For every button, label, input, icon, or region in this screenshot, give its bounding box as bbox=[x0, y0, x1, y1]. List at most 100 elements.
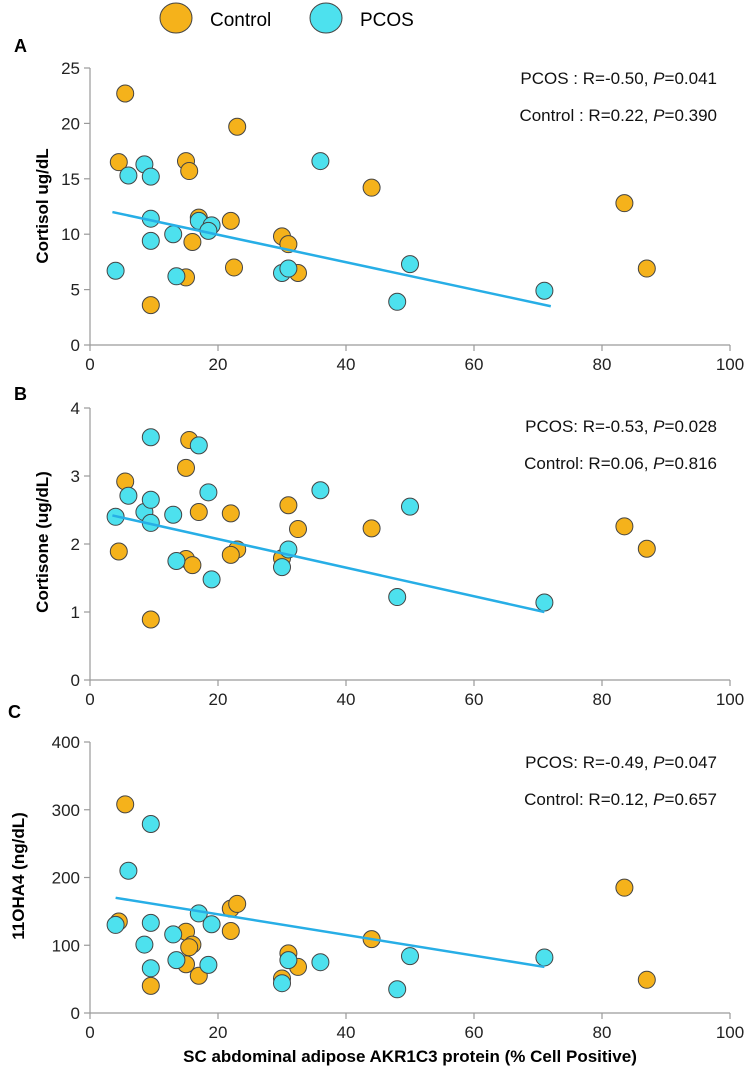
control-point bbox=[116, 795, 135, 814]
pcos-point bbox=[141, 490, 160, 509]
control-point bbox=[183, 556, 202, 575]
legend-label-control: Control bbox=[210, 10, 271, 31]
control-point bbox=[116, 84, 135, 103]
x-tick-label: 20 bbox=[209, 355, 228, 374]
pcos-point bbox=[164, 505, 183, 524]
pcos-point bbox=[273, 558, 291, 577]
x-tick-label: 0 bbox=[85, 690, 94, 709]
pcos-point bbox=[141, 231, 160, 250]
y-tick-label: 10 bbox=[61, 225, 80, 244]
control-point bbox=[189, 503, 208, 522]
legend: Control PCOS bbox=[159, 2, 414, 34]
pcos-point bbox=[141, 167, 160, 186]
panel-label: B bbox=[14, 384, 27, 404]
control-point bbox=[177, 458, 195, 477]
annotation-control: Control : R=0.22, P=0.390 bbox=[519, 106, 717, 125]
control-point bbox=[183, 232, 202, 251]
pcos-point bbox=[135, 935, 154, 954]
y-tick-label: 3 bbox=[71, 467, 80, 486]
control-point bbox=[362, 519, 381, 538]
x-axis-label: SC abdominal adipose AKR1C3 protein (% C… bbox=[183, 1047, 637, 1066]
x-tick-label: 40 bbox=[337, 690, 356, 709]
pcos-point bbox=[164, 225, 183, 244]
y-axis-label: 11OHA4 (ng/dL) bbox=[9, 812, 28, 940]
x-tick-label: 60 bbox=[465, 355, 484, 374]
y-tick-label: 200 bbox=[52, 869, 80, 888]
pcos-point bbox=[273, 974, 291, 993]
y-tick-label: 1 bbox=[71, 603, 80, 622]
pcos-point bbox=[311, 152, 330, 171]
legend-label-pcos: PCOS bbox=[360, 10, 414, 31]
control-point bbox=[180, 938, 199, 957]
pcos-point bbox=[199, 483, 218, 502]
pcos-point bbox=[167, 951, 186, 970]
x-tick-label: 40 bbox=[337, 1023, 356, 1042]
y-tick-label: 4 bbox=[71, 399, 80, 418]
control-point bbox=[637, 259, 656, 278]
x-tick-label: 100 bbox=[716, 1023, 744, 1042]
pcos-point bbox=[401, 947, 419, 966]
pcos-point bbox=[141, 814, 160, 833]
control-point bbox=[141, 610, 160, 629]
pcos-point bbox=[119, 486, 138, 505]
control-point bbox=[141, 976, 160, 995]
x-tick-label: 80 bbox=[593, 1023, 612, 1042]
pcos-point bbox=[401, 497, 419, 516]
control-point bbox=[221, 504, 240, 523]
legend-marker-pcos bbox=[309, 2, 343, 34]
control-point bbox=[637, 539, 656, 558]
pcos-point bbox=[164, 925, 183, 944]
pcos-point bbox=[202, 570, 221, 589]
control-point bbox=[615, 878, 634, 897]
control-point bbox=[221, 922, 240, 941]
panel-label: A bbox=[14, 36, 27, 56]
control-point bbox=[362, 178, 381, 197]
pcos-point bbox=[311, 481, 330, 500]
control-point bbox=[615, 517, 634, 536]
panel-label: C bbox=[8, 702, 21, 722]
pcos-point bbox=[119, 861, 138, 880]
x-tick-label: 60 bbox=[465, 1023, 484, 1042]
pcos-point bbox=[388, 980, 407, 999]
pcos-point bbox=[141, 959, 160, 978]
pcos-point bbox=[311, 953, 330, 972]
pcos-point bbox=[141, 913, 160, 932]
y-tick-label: 2 bbox=[71, 535, 80, 554]
x-tick-label: 100 bbox=[716, 355, 744, 374]
y-tick-label: 5 bbox=[71, 281, 80, 300]
y-tick-label: 300 bbox=[52, 801, 80, 820]
y-tick-label: 15 bbox=[61, 170, 80, 189]
pcos-trend-line bbox=[112, 210, 552, 308]
pcos-point bbox=[388, 292, 407, 311]
stats-annotation: PCOS: R=-0.49, P=0.047 Control: R=0.12, … bbox=[524, 753, 717, 809]
control-point bbox=[228, 894, 247, 913]
control-point bbox=[637, 970, 656, 989]
pcos-point bbox=[401, 255, 419, 274]
y-tick-label: 400 bbox=[52, 733, 80, 752]
control-point bbox=[180, 162, 199, 181]
x-tick-label: 80 bbox=[593, 690, 612, 709]
x-tick-label: 40 bbox=[337, 355, 356, 374]
pcos-point bbox=[167, 552, 186, 570]
y-tick-label: 100 bbox=[52, 936, 80, 955]
pcos-point bbox=[141, 428, 160, 447]
x-tick-label: 0 bbox=[85, 355, 94, 374]
stats-annotation: PCOS : R=-0.50, P=0.041 Control : R=0.22… bbox=[519, 69, 717, 125]
y-tick-label: 0 bbox=[71, 1004, 80, 1023]
annotation-pcos: PCOS : R=-0.50, P=0.041 bbox=[520, 69, 717, 88]
y-axis-label: Cortisone (ug/dL) bbox=[33, 471, 52, 613]
pcos-point bbox=[388, 588, 407, 607]
pcos-trend-line bbox=[115, 896, 545, 969]
y-tick-label: 0 bbox=[71, 336, 80, 355]
pcos-point bbox=[535, 281, 554, 300]
y-axis-label: Cortisol ug/dL bbox=[33, 148, 52, 263]
pcos-point bbox=[119, 166, 138, 185]
y-tick-label: 25 bbox=[61, 59, 80, 78]
control-point bbox=[225, 258, 243, 277]
x-tick-label: 60 bbox=[465, 690, 484, 709]
stats-annotation: PCOS: R=-0.53, P=0.028 Control: R=0.06, … bbox=[524, 417, 717, 473]
pcos-point bbox=[199, 955, 218, 974]
pcos-point bbox=[279, 259, 298, 278]
pcos-point bbox=[106, 915, 125, 934]
